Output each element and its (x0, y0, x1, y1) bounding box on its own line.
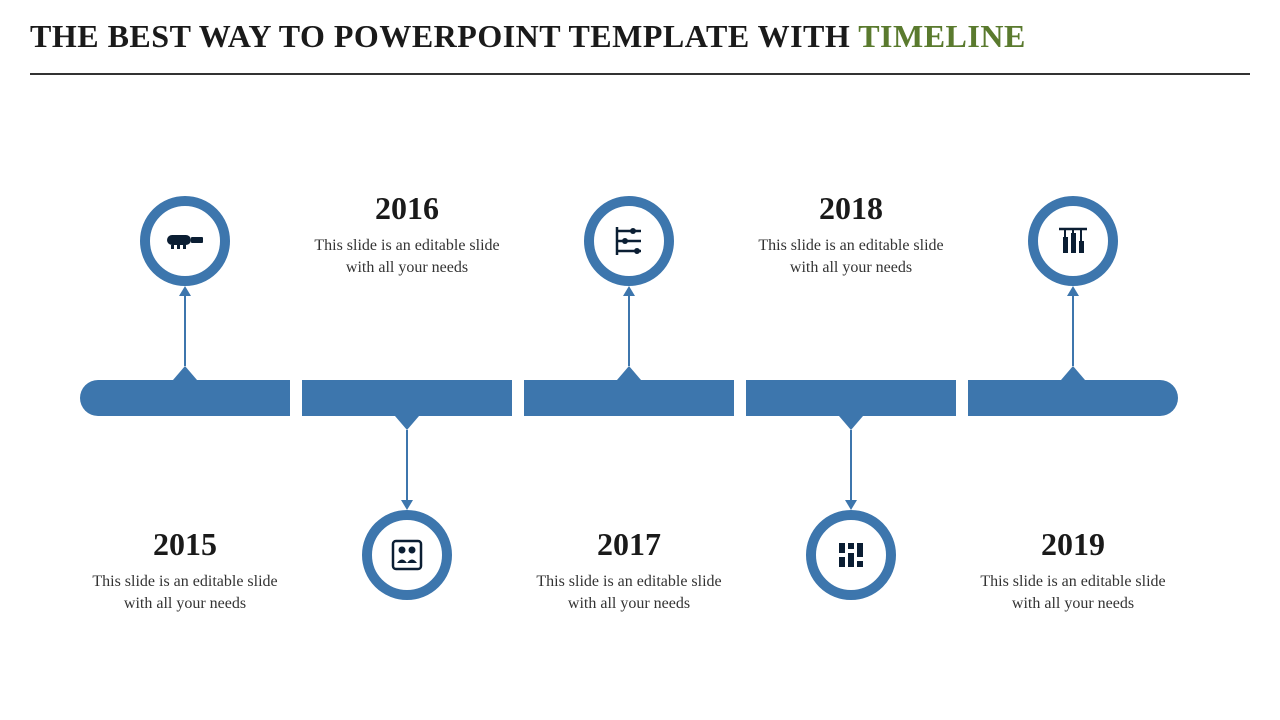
connector-line-2016 (406, 430, 408, 500)
year-label: 2015 (85, 526, 285, 563)
segment-pointer-2017 (617, 366, 641, 380)
segment-pointer-2016 (395, 416, 419, 430)
people-icon (362, 510, 452, 600)
timeline-segment-2 (302, 380, 512, 416)
connector-line-2019 (1072, 296, 1074, 366)
timeline-text-2016: 2016 This slide is an editable slide with… (307, 190, 507, 278)
timeline-segment-5 (968, 380, 1178, 416)
connector-arrow-2017 (623, 286, 635, 296)
year-description: This slide is an editable slide with all… (307, 235, 507, 278)
timeline-segment-1 (80, 380, 290, 416)
connector-arrow-2018 (845, 500, 857, 510)
timeline-canvas: 2015 This slide is an editable slide with… (0, 70, 1280, 720)
timeline-segment-4 (746, 380, 956, 416)
grid-icon (806, 510, 896, 600)
year-label: 2019 (973, 526, 1173, 563)
timeline-text-2018: 2018 This slide is an editable slide with… (751, 190, 951, 278)
sliders-icon (584, 196, 674, 286)
timeline-text-2017: 2017 This slide is an editable slide with… (529, 526, 729, 614)
segment-pointer-2015 (173, 366, 197, 380)
connector-arrow-2016 (401, 500, 413, 510)
year-description: This slide is an editable slide with all… (751, 235, 951, 278)
year-description: This slide is an editable slide with all… (85, 571, 285, 614)
slide-title: THE BEST WAY TO POWERPOINT TEMPLATE WITH… (30, 18, 1250, 55)
connector-line-2015 (184, 296, 186, 366)
title-main: THE BEST WAY TO POWERPOINT TEMPLATE WITH (30, 18, 858, 54)
timeline-text-2015: 2015 This slide is an editable slide with… (85, 526, 285, 614)
segment-pointer-2018 (839, 416, 863, 430)
connector-line-2017 (628, 296, 630, 366)
year-label: 2018 (751, 190, 951, 227)
year-label: 2016 (307, 190, 507, 227)
connector-arrow-2015 (179, 286, 191, 296)
timeline-text-2019: 2019 This slide is an editable slide with… (973, 526, 1173, 614)
chart-icon (1028, 196, 1118, 286)
timeline-segment-3 (524, 380, 734, 416)
year-label: 2017 (529, 526, 729, 563)
connector-line-2018 (850, 430, 852, 500)
year-description: This slide is an editable slide with all… (973, 571, 1173, 614)
title-accent: TIMELINE (858, 18, 1026, 54)
year-description: This slide is an editable slide with all… (529, 571, 729, 614)
connector-arrow-2019 (1067, 286, 1079, 296)
segment-pointer-2019 (1061, 366, 1085, 380)
usb-icon (140, 196, 230, 286)
